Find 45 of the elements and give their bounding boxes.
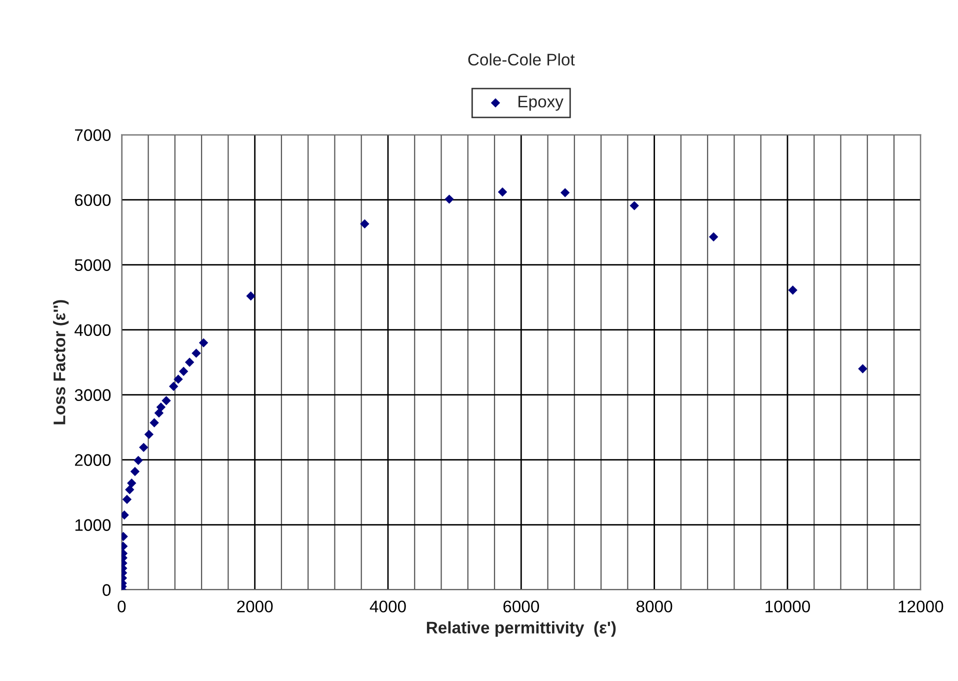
y-tick-label: 5000 xyxy=(74,259,111,272)
y-tick-label: 6000 xyxy=(75,194,111,206)
point xyxy=(788,286,798,295)
point xyxy=(168,382,178,391)
point xyxy=(178,366,188,376)
y-tick-label: 7000 xyxy=(75,129,111,142)
point xyxy=(198,338,208,348)
point xyxy=(246,291,256,301)
point xyxy=(858,364,868,374)
y-tick-label: 0 xyxy=(102,584,111,596)
point xyxy=(360,219,370,228)
point xyxy=(444,194,454,204)
x-tick-label: 4000 xyxy=(370,600,406,612)
point xyxy=(122,494,132,504)
x-tick-label: 0 xyxy=(118,600,126,612)
point xyxy=(184,358,194,367)
x-tick-label: 10000 xyxy=(766,600,810,612)
chart-title: Cole-Cole Plot xyxy=(468,53,575,66)
point xyxy=(144,430,154,440)
point xyxy=(560,188,570,198)
y-tick-label: 3000 xyxy=(74,389,111,401)
x-axis-title: Relative permittivity (ε') xyxy=(426,621,616,637)
point xyxy=(127,478,136,488)
y-tick-label: 2000 xyxy=(75,454,111,466)
point xyxy=(150,418,159,428)
y-axis-title: Loss Factor (ε'') xyxy=(53,300,69,424)
point xyxy=(174,374,183,384)
x-tick-label: 2000 xyxy=(237,600,273,612)
point xyxy=(134,456,143,466)
legend-label: Epoxy xyxy=(518,96,564,111)
point xyxy=(139,442,148,452)
point xyxy=(630,201,639,210)
point xyxy=(192,348,201,358)
point xyxy=(156,402,166,412)
y-tick-label: 1000 xyxy=(75,519,111,531)
x-tick-label: 12000 xyxy=(898,600,944,612)
point xyxy=(154,408,164,418)
point xyxy=(130,466,140,476)
point xyxy=(162,396,171,406)
y-tick-label: 4000 xyxy=(74,324,111,336)
point xyxy=(708,232,718,242)
x-tick-label: 6000 xyxy=(503,600,540,612)
point xyxy=(125,485,134,494)
x-tick-label: 8000 xyxy=(636,600,672,612)
point xyxy=(498,187,508,197)
